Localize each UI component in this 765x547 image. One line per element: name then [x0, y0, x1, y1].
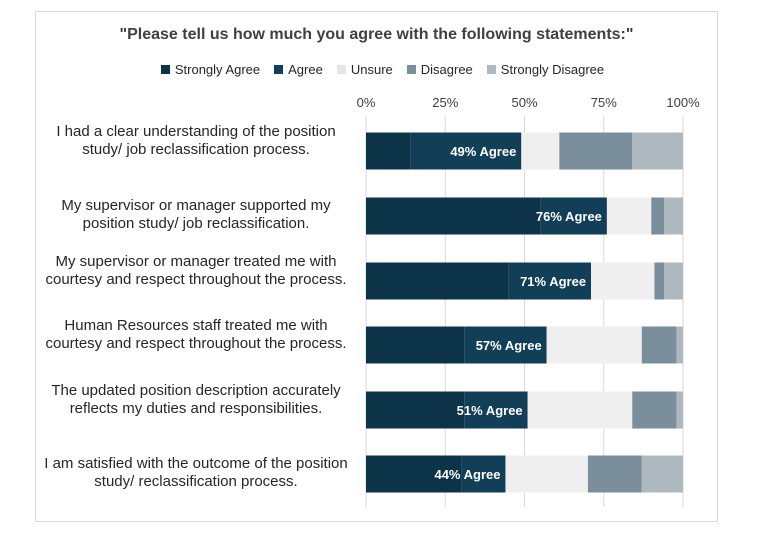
bar-segment-agree	[464, 326, 547, 364]
x-tick-label: 75%	[591, 95, 617, 110]
legend-item-agree: Agree	[274, 62, 323, 77]
bar-segment-disagree	[632, 391, 677, 429]
bar-data-label: 51% Agree	[457, 403, 523, 418]
legend-item-strongly-disagree: Strongly Disagree	[486, 62, 605, 77]
chart-title: "Please tell us how much you agree with …	[119, 26, 634, 43]
chart-legend: Strongly Agree Agree Unsure Disagree Strongl…	[0, 62, 765, 77]
bar-segment-disagree	[559, 132, 633, 170]
bar-segment-unsure	[606, 197, 652, 235]
category-label: The updated position description accurat…	[51, 382, 341, 417]
bar-segment-agree	[464, 391, 528, 429]
category-label: My supervisor or manager supported my po…	[61, 197, 331, 232]
legend-swatch	[274, 65, 284, 74]
legend-label: Strongly Agree	[174, 62, 261, 77]
bar-data-label: 49% Agree	[450, 144, 516, 159]
bar-segment-strongly-disagree	[663, 262, 683, 300]
bar-segment-strongly-disagree	[663, 197, 683, 235]
bar-segment-unsure	[505, 455, 588, 493]
bar-segment-disagree	[641, 326, 677, 364]
bar-segment-disagree	[587, 455, 642, 493]
bar-segment-strongly-agree	[366, 262, 509, 300]
chart-frame	[35, 11, 718, 522]
legend-item-strongly-agree: Strongly Agree	[160, 62, 261, 77]
bar-segment-unsure	[546, 326, 642, 364]
legend-swatch	[406, 65, 416, 74]
legend-label: Agree	[288, 62, 323, 77]
legend-swatch	[336, 65, 346, 74]
bar-segment-strongly-agree	[366, 326, 465, 364]
bar-data-label: 57% Agree	[476, 338, 542, 353]
legend-label: Unsure	[350, 62, 393, 77]
bar-segment-agree	[508, 262, 592, 300]
bar-segment-disagree	[651, 197, 664, 235]
bar-segment-disagree	[654, 262, 664, 300]
x-tick-label: 25%	[432, 95, 458, 110]
legend-label: Strongly Disagree	[500, 62, 605, 77]
bar-segment-agree	[540, 197, 607, 235]
bar-segment-strongly-agree	[366, 455, 462, 493]
legend-swatch	[486, 65, 496, 74]
bar-segment-strongly-disagree	[641, 455, 683, 493]
bar-segment-strongly-agree	[366, 391, 465, 429]
bar-segment-strongly-disagree	[632, 132, 683, 170]
category-label: Human Resources staff treated me with co…	[45, 317, 347, 352]
bar-segment-strongly-disagree	[676, 326, 683, 364]
bar-segment-strongly-disagree	[676, 391, 683, 429]
x-tick-label: 50%	[511, 95, 537, 110]
category-label: I am satisfied with the outcome of the p…	[44, 455, 348, 490]
bar-segment-unsure	[527, 391, 633, 429]
legend-item-disagree: Disagree	[406, 62, 473, 77]
bar-segment-strongly-agree	[366, 197, 541, 235]
legend-item-unsure: Unsure	[336, 62, 393, 77]
bar-data-label: 76% Agree	[536, 209, 602, 224]
category-label: I had a clear understanding of the posit…	[56, 123, 336, 158]
bar-data-label: 71% Agree	[520, 274, 586, 289]
bar-segment-agree	[461, 455, 506, 493]
legend-swatch	[160, 65, 170, 74]
x-tick-label: 0%	[357, 95, 376, 110]
bar-segment-agree	[410, 132, 522, 170]
category-label: My supervisor or manager treated me with…	[45, 253, 347, 288]
bar-segment-unsure	[521, 132, 560, 170]
legend-label: Disagree	[420, 62, 473, 77]
x-tick-label: 100%	[666, 95, 700, 110]
bar-segment-unsure	[591, 262, 655, 300]
bar-segment-strongly-agree	[366, 132, 411, 170]
bar-data-label: 44% Agree	[434, 467, 500, 482]
